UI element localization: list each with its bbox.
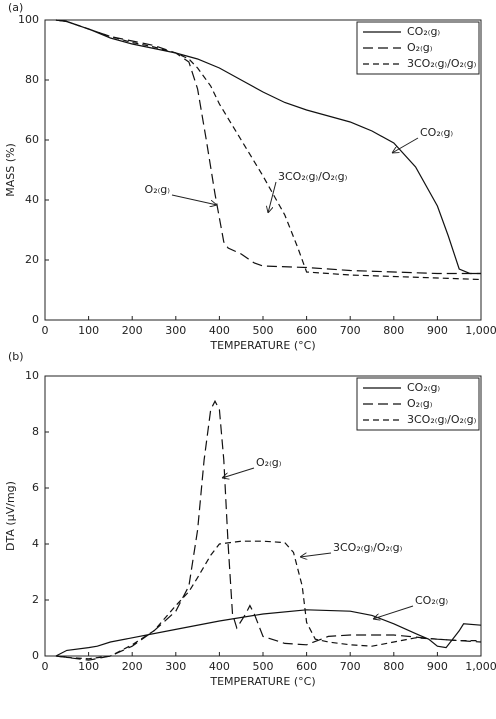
x-tick-label: 600 — [296, 324, 317, 337]
x-tick-label: 400 — [209, 324, 230, 337]
y-tick-label: 100 — [18, 13, 39, 26]
y-tick-label: 40 — [25, 193, 39, 206]
y-tick-label: 60 — [25, 133, 39, 146]
x-tick-label: 600 — [296, 660, 317, 673]
y-axis-label: MASS (%) — [4, 143, 17, 197]
x-tick-label: 200 — [122, 660, 143, 673]
x-tick-label: 700 — [340, 660, 361, 673]
y-tick-label: 4 — [32, 537, 39, 550]
x-tick-label: 0 — [42, 660, 49, 673]
legend-label: 3CO₂₍g₎/O₂₍g₎ — [407, 413, 477, 426]
legend-label: CO₂₍g₎ — [407, 381, 440, 394]
legend-box — [356, 21, 480, 75]
x-tick-label: 900 — [427, 324, 448, 337]
legend-label: 3CO₂₍g₎/O₂₍g₎ — [407, 57, 477, 70]
x-tick-label: 1,000 — [465, 660, 496, 673]
annotation-arrow — [222, 467, 255, 478]
x-tick-label: 800 — [383, 660, 404, 673]
annotation: 3CO₂₍g₎/O₂₍g₎ — [278, 170, 348, 183]
x-axis-label: TEMPERATURE (°C) — [209, 675, 315, 688]
x-tick-label: 300 — [165, 660, 186, 673]
x-tick-label: 400 — [209, 660, 230, 673]
annotation: CO₂₍g₎ — [420, 126, 453, 139]
y-axis-label: DTA (μV/mg) — [4, 481, 17, 551]
annotation-arrow — [300, 552, 332, 557]
legend-label: O₂₍g₎ — [407, 397, 433, 410]
x-axis-label: TEMPERATURE (°C) — [209, 339, 315, 352]
series-line — [55, 19, 481, 275]
x-tick-label: 1,000 — [465, 324, 496, 337]
y-tick-label: 8 — [32, 425, 39, 438]
series-line — [55, 399, 482, 661]
legend-label: O₂₍g₎ — [407, 41, 433, 54]
annotation: CO₂₍g₎ — [415, 594, 448, 607]
y-tick-label: 80 — [25, 73, 39, 86]
x-tick-label: 500 — [253, 660, 274, 673]
x-tick-label: 200 — [122, 324, 143, 337]
y-tick-label: 0 — [32, 649, 39, 662]
x-tick-label: 300 — [165, 324, 186, 337]
annotation-arrow — [268, 181, 277, 213]
panel-label: (b) — [8, 350, 24, 363]
x-tick-label: 900 — [427, 660, 448, 673]
annotation: 3CO₂₍g₎/O₂₍g₎ — [333, 541, 403, 554]
annotation-arrow — [373, 605, 414, 619]
series-line — [55, 609, 482, 657]
series-line — [55, 540, 481, 660]
x-tick-label: 0 — [42, 324, 49, 337]
panel-label: (a) — [8, 1, 23, 14]
y-tick-label: 0 — [32, 313, 39, 326]
x-tick-label: 500 — [253, 324, 274, 337]
x-tick-label: 700 — [340, 324, 361, 337]
y-tick-label: 2 — [32, 593, 39, 606]
annotation: O₂₍g₎ — [256, 456, 282, 469]
x-tick-label: 100 — [78, 324, 99, 337]
y-tick-label: 20 — [25, 253, 39, 266]
legend-label: CO₂₍g₎ — [407, 25, 440, 38]
series-line — [55, 19, 482, 281]
x-tick-label: 800 — [383, 324, 404, 337]
y-tick-label: 6 — [32, 481, 39, 494]
annotation: O₂₍g₎ — [145, 183, 171, 196]
annotation-arrow — [171, 194, 217, 205]
x-tick-label: 100 — [78, 660, 99, 673]
y-tick-label: 10 — [25, 369, 39, 382]
annotation-arrow — [392, 137, 419, 153]
legend-box — [356, 377, 480, 431]
